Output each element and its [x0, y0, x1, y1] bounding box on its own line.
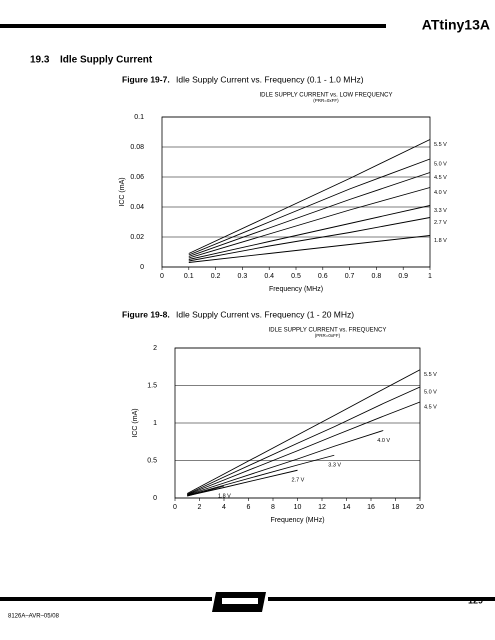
series-label: 2.7 V	[434, 220, 447, 226]
x-tick-label: 1	[428, 273, 432, 280]
figure-caption: Idle Supply Current vs. Frequency (1 - 2…	[176, 309, 354, 319]
series-label: 3.3 V	[328, 463, 341, 469]
y-tick-label: 0.04	[130, 204, 144, 211]
x-tick-label: 14	[343, 504, 351, 511]
series-label: 4.0 V	[377, 438, 390, 444]
y-tick-label: 0	[140, 264, 144, 271]
series-label: 1.8 V	[434, 238, 447, 244]
x-tick-label: 12	[318, 504, 326, 511]
x-tick-label: 6	[247, 504, 251, 511]
series-line	[188, 217, 431, 262]
series-label: 4.0 V	[434, 190, 447, 196]
series-label: 4.5 V	[434, 175, 447, 181]
y-tick-label: 2	[153, 345, 157, 352]
y-tick-label: 0.5	[147, 457, 157, 464]
series-label: 5.0 V	[434, 161, 447, 167]
series-label: 1.8 V	[218, 493, 231, 499]
chart-title: IDLE SUPPLY CURRENT vs. LOW FREQUENCY	[259, 93, 392, 99]
series-line	[188, 187, 431, 259]
figure-caption: Idle Supply Current vs. Frequency (0.1 -…	[176, 74, 364, 84]
section-title: Idle Supply Current	[60, 55, 153, 66]
x-tick-label: 0.8	[372, 273, 382, 280]
footer-doc-id: 8126A–AVR–05/08	[8, 614, 60, 620]
chart-subtitle: (PRR=0xFF)	[315, 333, 341, 338]
x-tick-label: 10	[294, 504, 302, 511]
x-tick-label: 0.2	[211, 273, 221, 280]
x-tick-label: 0.7	[345, 273, 355, 280]
x-tick-label: 0	[160, 273, 164, 280]
y-axis-label: ICC (mA)	[119, 177, 126, 206]
x-tick-label: 0.9	[398, 273, 408, 280]
series-label: 2.7 V	[292, 478, 305, 484]
series-line	[187, 454, 335, 496]
y-tick-label: 0.1	[134, 114, 144, 121]
series-line	[187, 386, 421, 495]
series-label: 5.5 V	[424, 372, 437, 378]
series-line	[188, 139, 431, 254]
logo	[212, 592, 266, 612]
y-tick-label: 0.06	[130, 174, 144, 181]
series-line	[188, 235, 431, 263]
figure-label: Figure 19-8.	[122, 309, 170, 319]
header-title: ATtiny13A	[422, 17, 490, 33]
y-tick-label: 0.02	[130, 234, 144, 241]
x-tick-label: 0.5	[291, 273, 301, 280]
x-tick-label: 0.6	[318, 273, 328, 280]
series-label: 5.0 V	[424, 389, 437, 395]
y-tick-label: 0.08	[130, 144, 144, 151]
series-line	[188, 172, 431, 257]
x-tick-label: 0.4	[264, 273, 274, 280]
figure-label: Figure 19-7.	[122, 74, 170, 84]
series-line	[188, 158, 431, 256]
chart-subtitle: (PRR=0xFF)	[313, 98, 339, 103]
y-tick-label: 1	[153, 420, 157, 427]
x-tick-label: 2	[198, 504, 202, 511]
x-tick-label: 0	[173, 504, 177, 511]
series-line	[187, 430, 384, 496]
y-tick-label: 1.5	[147, 382, 157, 389]
series-line	[187, 369, 421, 494]
section-number: 19.3	[30, 55, 50, 66]
x-axis-label: Frequency (MHz)	[270, 517, 324, 524]
series-line	[188, 205, 431, 260]
plot-frame	[161, 116, 431, 268]
series-label: 3.3 V	[434, 208, 447, 214]
y-axis-label: ICC (mA)	[132, 408, 139, 437]
footer-rule	[0, 597, 212, 601]
x-axis-label: Frequency (MHz)	[269, 286, 323, 293]
series-label: 5.5 V	[434, 142, 447, 148]
series-label: 4.5 V	[424, 404, 437, 410]
x-tick-label: 16	[367, 504, 375, 511]
x-tick-label: 4	[222, 504, 226, 511]
x-tick-label: 8	[271, 504, 275, 511]
x-tick-label: 20	[416, 504, 424, 511]
x-tick-label: 0.3	[238, 273, 248, 280]
header-rule	[0, 24, 386, 28]
series-line	[187, 485, 225, 497]
y-tick-label: 0	[153, 495, 157, 502]
footer-rule	[268, 597, 495, 601]
footer-page: 129	[468, 595, 483, 605]
chart-title: IDLE SUPPLY CURRENT vs. FREQUENCY	[269, 328, 387, 334]
series-line	[187, 401, 421, 496]
x-tick-label: 18	[392, 504, 400, 511]
x-tick-label: 0.1	[184, 273, 194, 280]
